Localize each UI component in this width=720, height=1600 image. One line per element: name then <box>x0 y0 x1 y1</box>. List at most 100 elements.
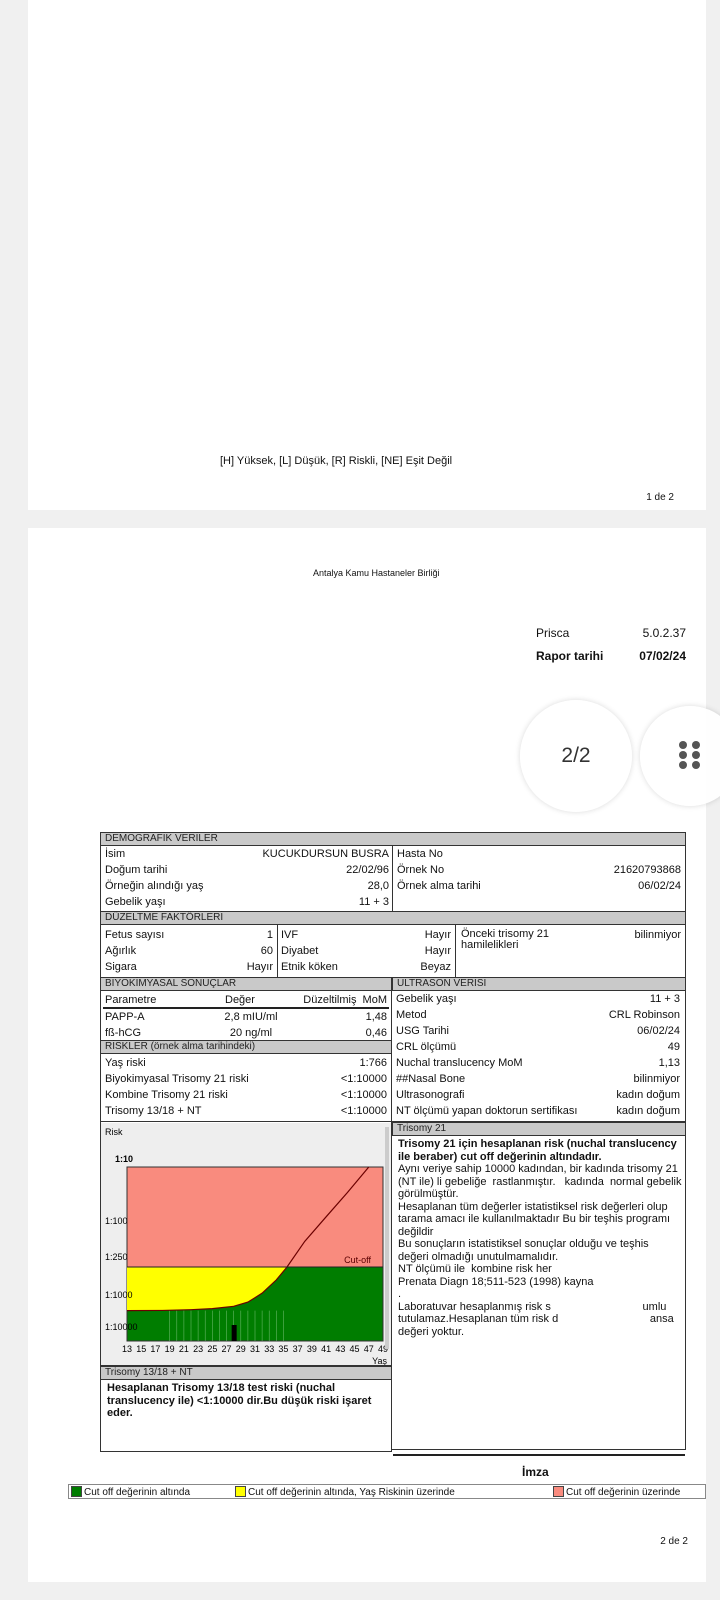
demographics-row: Hasta No <box>393 846 685 862</box>
corrections-value: 1 <box>266 929 273 941</box>
demographics-label: Örnek alma tarihi <box>397 880 481 892</box>
ultrasound-label: ##Nasal Bone <box>396 1073 466 1085</box>
ultrasound-row: CRL ölçümü 49 <box>392 1039 684 1055</box>
ultrasound-header: ULTRASON VERİSİ <box>392 977 686 991</box>
y-axis-label: Risk <box>105 1127 123 1137</box>
legend-swatch <box>553 1486 564 1497</box>
demographics-row: Gebelik yaşı 11 + 3 <box>101 894 393 910</box>
risk-label: Kombine Trisomy 21 riski <box>105 1089 228 1101</box>
page-number: 1 de 2 <box>646 492 674 503</box>
trisomy21-paragraph: Bu sonuçların istatistiksel sonuçlar old… <box>398 1238 652 1263</box>
legend-label: Cut off değerinin üzerinde <box>566 1487 681 1498</box>
legend-item: Cut off değerinin altında, Yaş Riskinin … <box>235 1486 455 1499</box>
ultrasound-row: Metod CRL Robinson <box>392 1007 684 1023</box>
ultrasound-value: 06/02/24 <box>637 1025 680 1037</box>
ultrasound-label: CRL ölçümü <box>396 1041 457 1053</box>
age-risk-chart: Cut-off Risk 1:10 1:100 1:250 1:1000 1:10000 13… <box>101 1123 391 1365</box>
risk-value: <1:10000 <box>340 1073 387 1085</box>
risk-value: <1:10000 <box>340 1089 387 1101</box>
corrections-label: Fetus sayısı <box>105 929 165 941</box>
risk-row: Kombine Trisomy 21 riski <1:10000 <box>101 1087 391 1103</box>
risk-row: Biyokimyasal Trisomy 21 riski <1:10000 <box>101 1071 391 1087</box>
flag-legend: [H] Yüksek, [L] Düşük, [R] Riskli, [NE] … <box>220 455 453 467</box>
corrections-label: Sigara <box>105 961 137 973</box>
signature-label: İmza <box>522 1465 549 1479</box>
page-number: 2 de 2 <box>660 1536 688 1547</box>
demographics-row: Örneğin alındığı yaş 28,0 <box>101 878 393 894</box>
legend-swatch <box>235 1486 246 1497</box>
demographics-value: KUCUKDURSUN BUSRA <box>262 848 389 860</box>
age-risk-curve <box>126 1166 370 1312</box>
risks-header: RİSKLER (örnek alma tarihindeki) <box>100 1040 392 1054</box>
demographics-label: Gebelik yaşı <box>105 896 166 908</box>
trisomy21-header: Trisomy 21 <box>392 1122 686 1136</box>
ultrasound-label: Metod <box>396 1009 427 1021</box>
x-tick-label: 21 <box>179 1344 189 1354</box>
biochem-value: 2,8 mIU/ml <box>224 1011 278 1023</box>
biochem-value: 20 ng/ml <box>229 1027 273 1039</box>
column-header-mom: Düzeltilmiş MoM <box>303 994 387 1006</box>
demographics-value: 21620793868 <box>613 864 681 876</box>
chart-box <box>100 1122 392 1366</box>
x-tick-label: 23 <box>193 1344 203 1354</box>
column-header-value: Değer <box>225 994 255 1006</box>
ultrasound-row: Ultrasonografi kadın doğum <box>392 1087 684 1103</box>
chart-scrollbar <box>385 1127 389 1349</box>
ultrasound-label: USG Tarihi <box>396 1025 449 1037</box>
risk-label: Trisomy 13/18 + NT <box>105 1105 202 1117</box>
software-label: Prisca <box>536 626 570 640</box>
demographics-label: Örnek No <box>397 864 445 876</box>
ultrasound-value: 49 <box>667 1041 680 1053</box>
risk-row: Yaş riski 1:766 <box>101 1055 391 1071</box>
corrections-label: IVF <box>281 929 299 941</box>
ultrasound-value: 11 + 3 <box>649 993 680 1005</box>
ultrasound-row: USG Tarihi 06/02/24 <box>392 1023 684 1039</box>
demographics-value: 06/02/24 <box>638 880 681 892</box>
trisomy21-box: Trisomy 21 için hesaplanan risk (nuchal … <box>392 1136 686 1450</box>
ultrasound-section: Gebelik yaşı 11 + 3 Metod CRL Robinson USG T… <box>392 991 686 1122</box>
x-tick-label: 31 <box>250 1344 260 1354</box>
page-indicator: 2/2 <box>520 700 632 812</box>
demographics-row: Örnek alma tarihi 06/02/24 <box>393 878 685 894</box>
trisomy21-paragraph: Aynı veriye sahip 10000 kadından, bir ka… <box>398 1163 685 1200</box>
ultrasound-value: kadın doğum <box>616 1105 680 1117</box>
corrections-label: Etnik köken <box>281 961 338 973</box>
trisomy21-paragraph: Hesaplanan tüm değerler istatistiksel ri… <box>398 1200 674 1238</box>
x-tick-label: 45 <box>350 1344 360 1354</box>
corrections-label: Ağırlık <box>105 945 137 957</box>
ultrasound-row: Nuchal translucency MoM 1,13 <box>392 1055 684 1071</box>
demographics-section: İsim KUCUKDURSUN BUSRA Doğum tarihi 22/02/9… <box>100 846 686 912</box>
y-tick-label: 1:10 <box>115 1154 133 1164</box>
demographics-row: İsim KUCUKDURSUN BUSRA <box>101 846 393 862</box>
trisomy21-result: Trisomy 21 için hesaplanan risk (nuchal … <box>398 1138 677 1163</box>
corrections-value: Beyaz <box>420 961 451 973</box>
x-tick-label: 25 <box>207 1344 217 1354</box>
demographics-row: Doğum tarihi 22/02/96 <box>101 862 393 878</box>
risks-section: Yaş riski 1:766 Biyokimyasal Trisomy 21 ri… <box>100 1054 392 1122</box>
previous-trisomy-value: bilinmiyor <box>634 929 681 941</box>
x-tick-label: 19 <box>165 1344 175 1354</box>
divider <box>392 846 393 911</box>
trisomy21-paragraph: Laboratuvar hesaplanmış risk s umlu tutu… <box>398 1300 677 1338</box>
x-tick-label: 15 <box>136 1344 146 1354</box>
risk-value: <1:10000 <box>340 1105 387 1117</box>
demographics-label: Doğum tarihi <box>105 864 168 876</box>
x-tick-label: 49 <box>378 1344 388 1354</box>
x-tick-label: 29 <box>236 1344 246 1354</box>
ultrasound-label: Ultrasonografi <box>396 1089 465 1101</box>
trisomy1318-header: Trisomy 13/18 + NT <box>100 1366 392 1380</box>
report-date: 07/02/24 <box>639 649 686 663</box>
x-tick-label: 35 <box>278 1344 288 1354</box>
corrections-row: Fetus sayısı 1 <box>101 927 277 943</box>
ultrasound-row: Gebelik yaşı 11 + 3 <box>392 991 684 1007</box>
x-tick-label: 13 <box>122 1344 132 1354</box>
x-tick-label: 27 <box>222 1344 232 1354</box>
menu-button[interactable] <box>640 706 720 806</box>
x-tick-label: 47 <box>364 1344 374 1354</box>
y-tick-label: 1:1000 <box>105 1290 133 1300</box>
x-tick-label: 17 <box>150 1344 160 1354</box>
risk-value: 1:766 <box>359 1057 387 1069</box>
legend-swatch <box>71 1486 82 1497</box>
corrections-value: Hayır <box>424 929 451 941</box>
demographics-header: DEMOGRAFİK VERİLER <box>100 832 686 846</box>
